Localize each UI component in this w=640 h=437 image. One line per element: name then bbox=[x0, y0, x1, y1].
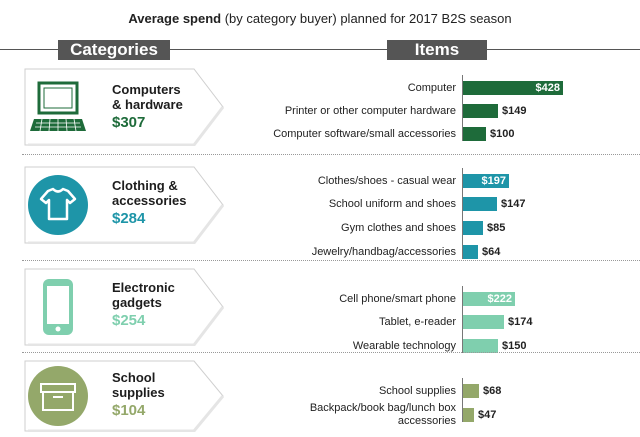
item-label: School uniform and shoes bbox=[328, 198, 456, 210]
bar-value-label: $428 bbox=[535, 82, 560, 94]
tshirt-icon bbox=[28, 175, 88, 235]
items-header: Items bbox=[387, 40, 487, 60]
item-label: Computer software/small accessories bbox=[273, 128, 456, 140]
item-label: Printer or other computer hardware bbox=[284, 105, 456, 117]
item-label: Clothes/shoes - casual wear bbox=[317, 175, 456, 187]
phone-icon bbox=[43, 279, 73, 335]
category-total: $307 bbox=[112, 114, 146, 131]
item-label: Backpack/book bag/lunch box accessories bbox=[310, 402, 456, 428]
box-icon bbox=[28, 366, 88, 426]
item-label-line: accessories bbox=[397, 415, 456, 427]
bar-axis bbox=[462, 378, 463, 422]
category-label: Clothing & bbox=[112, 178, 178, 193]
bar-value-label: $100 bbox=[490, 128, 515, 140]
group-separator bbox=[22, 352, 640, 353]
category-label: accessories bbox=[112, 193, 187, 208]
bar-value-label: $64 bbox=[482, 246, 501, 258]
group-separator bbox=[22, 154, 640, 155]
bar bbox=[463, 384, 479, 398]
item-label: Jewelry/handbag/accessories bbox=[311, 246, 456, 258]
category-total: $254 bbox=[112, 312, 146, 329]
bar-value-label: $68 bbox=[483, 385, 502, 397]
chart-title: Average spend (by category buyer) planne… bbox=[128, 11, 512, 26]
category-box: Electronic gadgets $254 bbox=[24, 268, 224, 346]
bar bbox=[463, 104, 498, 118]
bar bbox=[463, 292, 515, 306]
bar bbox=[463, 315, 504, 329]
category-box: Computers & hardware $307 bbox=[24, 68, 224, 146]
bar-value-label: $85 bbox=[487, 222, 506, 234]
category-total: $284 bbox=[112, 210, 146, 227]
categories-header: Categories bbox=[58, 40, 170, 60]
item-label: Wearable technology bbox=[352, 340, 456, 352]
category-total: $104 bbox=[112, 402, 146, 419]
header-rule bbox=[0, 49, 640, 50]
laptop-icon bbox=[30, 81, 86, 132]
bar bbox=[463, 127, 486, 141]
item-label: Tablet, e-reader bbox=[378, 316, 456, 328]
bar-value-label: $174 bbox=[508, 316, 533, 328]
category-label: School bbox=[112, 370, 156, 385]
bar bbox=[463, 221, 483, 235]
bar bbox=[463, 339, 498, 353]
category-box: Clothing & accessories $284 bbox=[24, 166, 224, 244]
bar bbox=[463, 174, 509, 188]
bar bbox=[463, 197, 497, 211]
category-label: supplies bbox=[112, 385, 165, 400]
bar-axis bbox=[462, 286, 463, 353]
group-separator bbox=[22, 260, 640, 261]
bar-axis bbox=[462, 75, 463, 141]
bar bbox=[463, 81, 563, 95]
category-label: Electronic bbox=[112, 280, 175, 295]
item-label: Cell phone/smart phone bbox=[339, 293, 456, 305]
bar-value-label: $149 bbox=[502, 105, 527, 117]
category-arrow-shape bbox=[24, 268, 224, 346]
bar-value-label: $47 bbox=[478, 409, 497, 421]
bar-value-label: $222 bbox=[487, 293, 512, 305]
category-label: & hardware bbox=[112, 97, 183, 112]
item-label: School supplies bbox=[378, 385, 456, 397]
bar-value-label: $197 bbox=[481, 175, 506, 187]
item-label: Computer bbox=[407, 82, 456, 94]
bar bbox=[463, 245, 478, 259]
item-label: Gym clothes and shoes bbox=[341, 222, 456, 234]
bar-value-label: $147 bbox=[501, 198, 526, 210]
item-label-line: Backpack/book bag/lunch box bbox=[309, 402, 456, 414]
category-box: School supplies $104 bbox=[24, 360, 224, 432]
category-label: Computers bbox=[112, 82, 181, 97]
category-label: gadgets bbox=[112, 295, 162, 310]
bar bbox=[463, 408, 474, 422]
bar-axis bbox=[462, 168, 463, 259]
bar-value-label: $150 bbox=[502, 340, 527, 352]
